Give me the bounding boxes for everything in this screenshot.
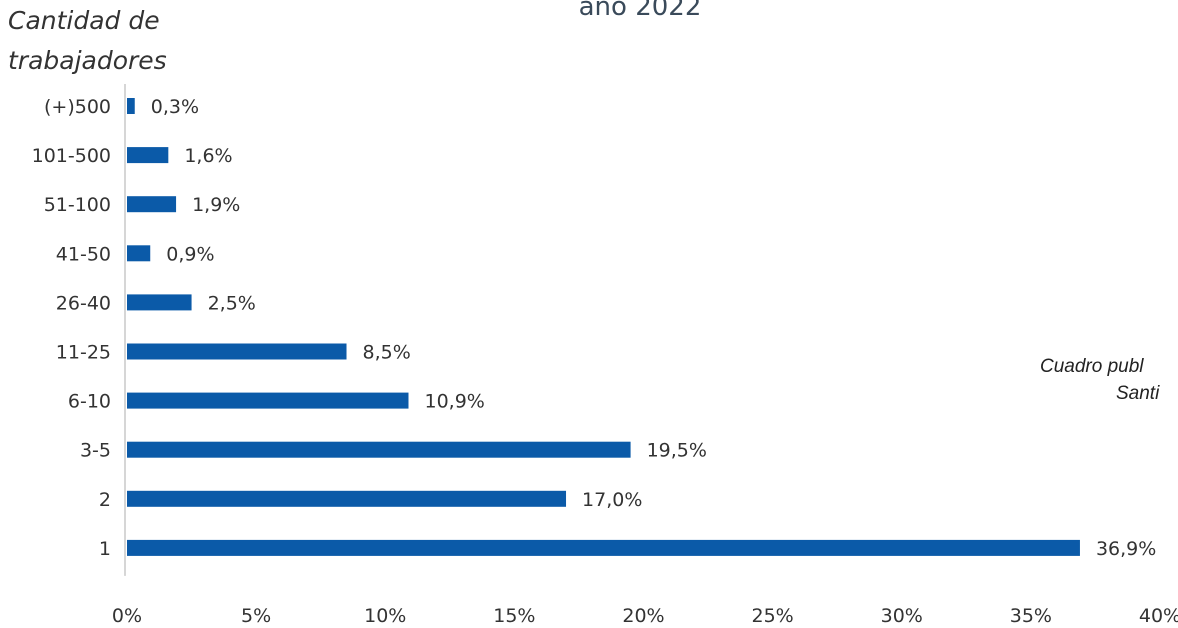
chart-title: año 2022 [578,0,702,22]
bar [127,490,567,507]
bar [127,441,631,458]
data-label: 1,9% [192,194,240,216]
x-tick-label: 20% [622,605,664,627]
side-note-line-1: Cuadro publ [1040,356,1144,377]
y-tick-label: 6-10 [68,391,111,413]
y-tick-label: 101-500 [32,145,111,167]
data-label: 0,3% [151,96,199,118]
data-label: 1,6% [184,145,232,167]
y-tick-label: 11-25 [56,342,111,364]
bar [127,343,347,360]
data-label: 2,5% [208,292,256,314]
y-tick-label: 1 [99,538,111,560]
y-tick-label: (+)500 [44,96,111,118]
y-axis-title-line-1: Cantidad de [8,6,160,35]
y-tick-label: 3-5 [80,440,111,462]
x-tick-label: 40% [1139,605,1178,627]
bar [127,392,409,409]
y-tick-label: 26-40 [56,292,111,314]
x-tick-label: 25% [752,605,794,627]
bar [127,294,192,311]
y-axis-title-line-2: trabajadores [8,46,167,75]
side-note-line-2: Santi [1116,383,1160,404]
x-tick-label: 30% [881,605,923,627]
bar [127,98,135,114]
data-label: 0,9% [166,243,214,265]
bar [127,539,1080,556]
data-label: 10,9% [424,391,484,413]
data-label: 36,9% [1096,538,1156,560]
x-tick-label: 15% [493,605,535,627]
bar [127,196,177,213]
data-label: 17,0% [582,489,642,511]
x-tick-label: 10% [364,605,406,627]
x-tick-label: 5% [241,605,271,627]
data-label: 8,5% [363,342,411,364]
x-tick-label: 35% [1010,605,1052,627]
x-tick-label: 0% [112,605,142,627]
y-tick-label: 2 [99,489,111,511]
bar [127,245,151,262]
data-label: 19,5% [647,440,707,462]
y-tick-label: 51-100 [44,194,111,216]
bar [127,147,169,164]
y-tick-label: 41-50 [56,243,111,265]
